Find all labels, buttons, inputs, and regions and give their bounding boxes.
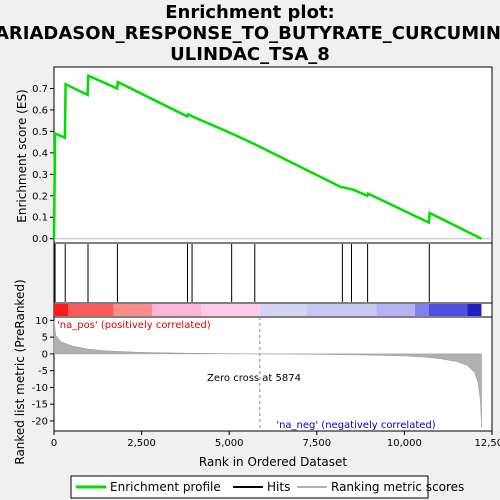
metric-ytick-label-1: 5 bbox=[42, 333, 48, 344]
enrichment-profile-line bbox=[52, 73, 483, 240]
metric-ytick-label-0: 10 bbox=[35, 316, 48, 327]
colorbar-segment-1 bbox=[68, 304, 114, 316]
metric-ytick-label-5: -15 bbox=[32, 400, 48, 411]
legend-metric-label: Ranking metric scores bbox=[331, 480, 464, 494]
es-ytick-label-6: 0.6 bbox=[32, 105, 48, 116]
pos-correlated-label: 'na_pos' (positively correlated) bbox=[57, 320, 211, 331]
legend-hits-label: Hits bbox=[267, 480, 290, 494]
es-ytick-label-5: 0.5 bbox=[32, 127, 48, 138]
metric-panel bbox=[53, 316, 493, 432]
es-y-axis-label: Enrichment score (ES) bbox=[15, 89, 29, 222]
xtick-label-1: 2,500 bbox=[127, 438, 156, 449]
x-axis-label: Rank in Ordered Dataset bbox=[199, 455, 347, 469]
metric-ytick-label-4: -10 bbox=[32, 383, 48, 394]
legend-es-label: Enrichment profile bbox=[110, 480, 221, 494]
colorbar-segment-0 bbox=[54, 304, 69, 316]
es-ytick-label-3: 0.3 bbox=[32, 170, 48, 181]
hits-group bbox=[54, 244, 430, 302]
title-line-3: ULINDAC_TSA_8 bbox=[170, 44, 330, 65]
metric-group bbox=[53, 317, 482, 431]
metric-y-ticks: 10 5 0 -5 -10 -15 -20 bbox=[32, 316, 54, 427]
es-y-ticks: 0.0 0.1 0.2 0.3 0.4 0.5 0.6 0.7 bbox=[32, 84, 492, 245]
colorbar-segment-4 bbox=[201, 304, 260, 316]
colorbar-segment-6 bbox=[306, 304, 377, 316]
colorbar-segment-8 bbox=[414, 304, 429, 316]
metric-ytick-label-3: -5 bbox=[38, 366, 48, 377]
colorbar-segment-7 bbox=[376, 304, 415, 316]
neg-correlated-label: 'na_neg' (negatively correlated) bbox=[276, 420, 435, 431]
zero-cross-label: Zero cross at 5874 bbox=[207, 373, 301, 384]
metric-y-axis-label: Ranked list metric (PreRanked) bbox=[13, 279, 27, 464]
es-ytick-label-2: 0.2 bbox=[32, 191, 48, 202]
colorbar bbox=[54, 304, 482, 316]
xtick-label-4: 10,000 bbox=[387, 438, 422, 449]
hits-panel bbox=[53, 242, 493, 304]
x-ticks: 0 2,500 5,000 7,500 10,000 12,500 bbox=[51, 431, 500, 449]
xtick-label-2: 5,000 bbox=[215, 438, 244, 449]
es-panel bbox=[53, 66, 493, 244]
es-ytick-label-4: 0.4 bbox=[32, 148, 48, 159]
colorbar-segment-5 bbox=[259, 304, 307, 316]
ranking-metric-area bbox=[53, 320, 482, 428]
xtick-label-5: 12,500 bbox=[475, 438, 500, 449]
metric-ytick-label-6: -20 bbox=[32, 416, 48, 427]
colorbar-segment-10 bbox=[467, 304, 482, 316]
title-line-2: MARIADASON_RESPONSE_TO_BUTYRATE_CURCUMIN… bbox=[0, 23, 500, 44]
colorbar-segment-9 bbox=[428, 304, 468, 316]
xtick-label-0: 0 bbox=[51, 438, 57, 449]
colorbar-segment-3 bbox=[152, 304, 202, 316]
es-ytick-label-0: 0.0 bbox=[32, 234, 48, 245]
colorbar-segment-2 bbox=[113, 304, 153, 316]
es-ytick-label-7: 0.7 bbox=[32, 84, 48, 95]
es-ytick-label-1: 0.1 bbox=[32, 213, 48, 224]
xtick-label-3: 7,500 bbox=[302, 438, 331, 449]
es-line-group bbox=[52, 73, 483, 240]
title-line-1: Enrichment plot: bbox=[165, 2, 335, 23]
legend: Enrichment profile Hits Ranking metric s… bbox=[70, 475, 464, 499]
metric-ytick-label-2: 0 bbox=[42, 349, 48, 360]
